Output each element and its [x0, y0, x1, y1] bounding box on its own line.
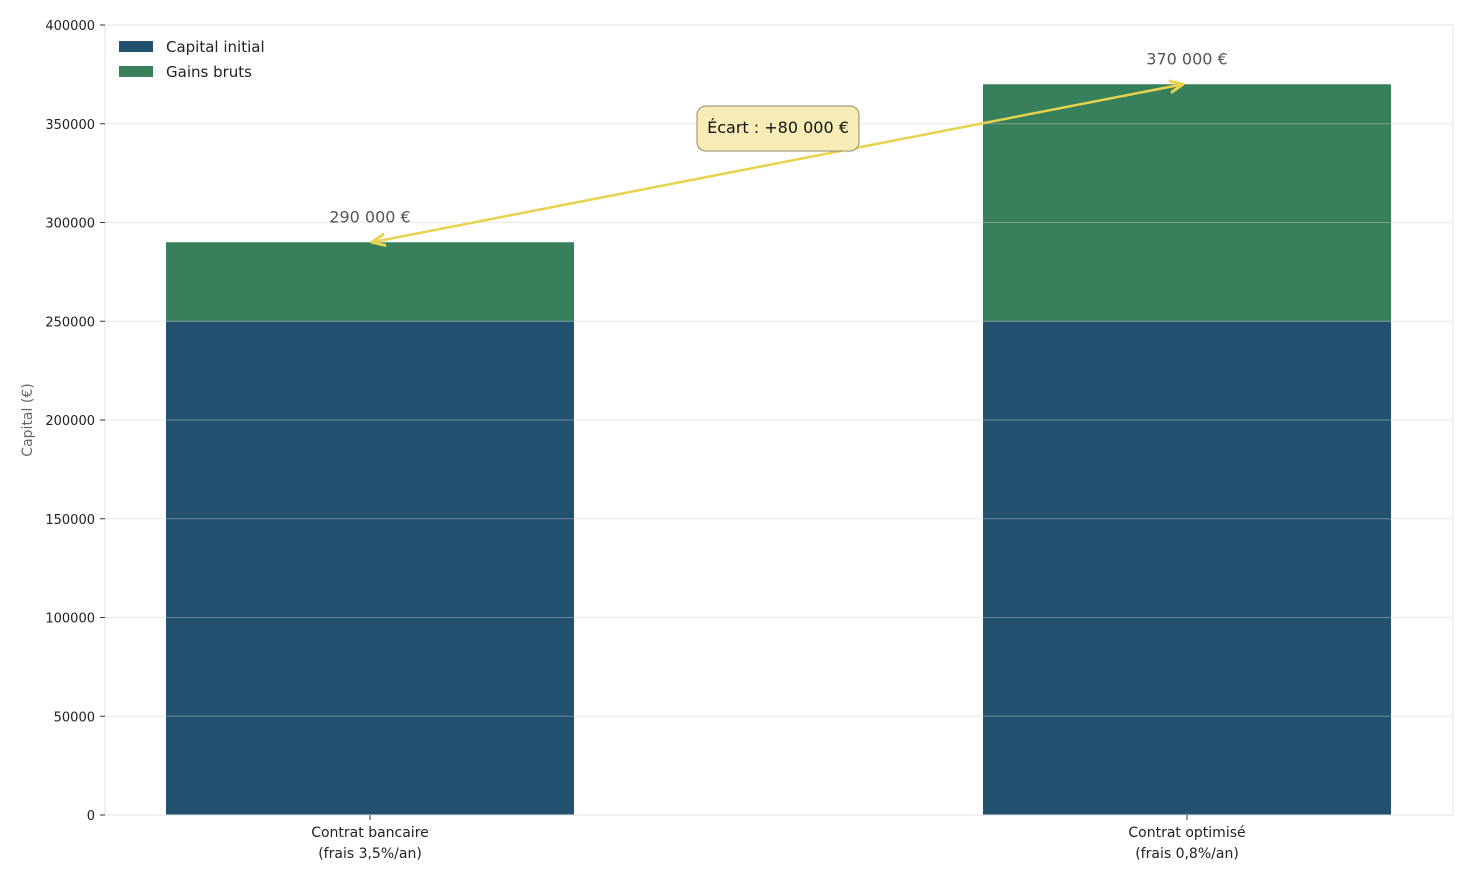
x-tick-label: Contrat bancaire	[311, 825, 429, 841]
difference-annotation-box	[696, 105, 860, 152]
y-tick-label: 100000	[45, 612, 95, 627]
bar-capital-initial-0	[166, 321, 574, 815]
x-tick-label: Contrat optimisé	[1128, 825, 1245, 841]
legend-swatch	[119, 66, 153, 77]
legend-label: Gains bruts	[166, 63, 252, 81]
y-tick-label: 300000	[45, 217, 95, 232]
x-tick-label: (frais 0,8%/an)	[1135, 846, 1239, 862]
difference-arrow	[372, 84, 1183, 242]
y-tick-label: 0	[87, 809, 95, 824]
bar-gains-bruts-0	[166, 242, 574, 322]
y-tick-label: 200000	[45, 414, 95, 429]
y-tick-label: 50000	[54, 710, 95, 725]
legend-label: Capital initial	[166, 38, 265, 56]
bar-gains-bruts-1	[983, 84, 1391, 322]
y-tick-label: 350000	[45, 118, 95, 133]
data-label: 290 000 €	[329, 207, 410, 226]
difference-annotation-text: Écart : +80 000 €	[707, 118, 849, 137]
legend-swatch	[119, 41, 153, 52]
bar-capital-initial-1	[983, 321, 1391, 815]
y-tick-label: 400000	[45, 19, 95, 34]
data-label: 370 000 €	[1146, 49, 1227, 68]
y-axis-label: Capital (€)	[20, 383, 36, 456]
y-tick-label: 250000	[45, 315, 95, 330]
y-tick-label: 150000	[45, 513, 95, 528]
x-tick-label: (frais 3,5%/an)	[318, 846, 422, 862]
